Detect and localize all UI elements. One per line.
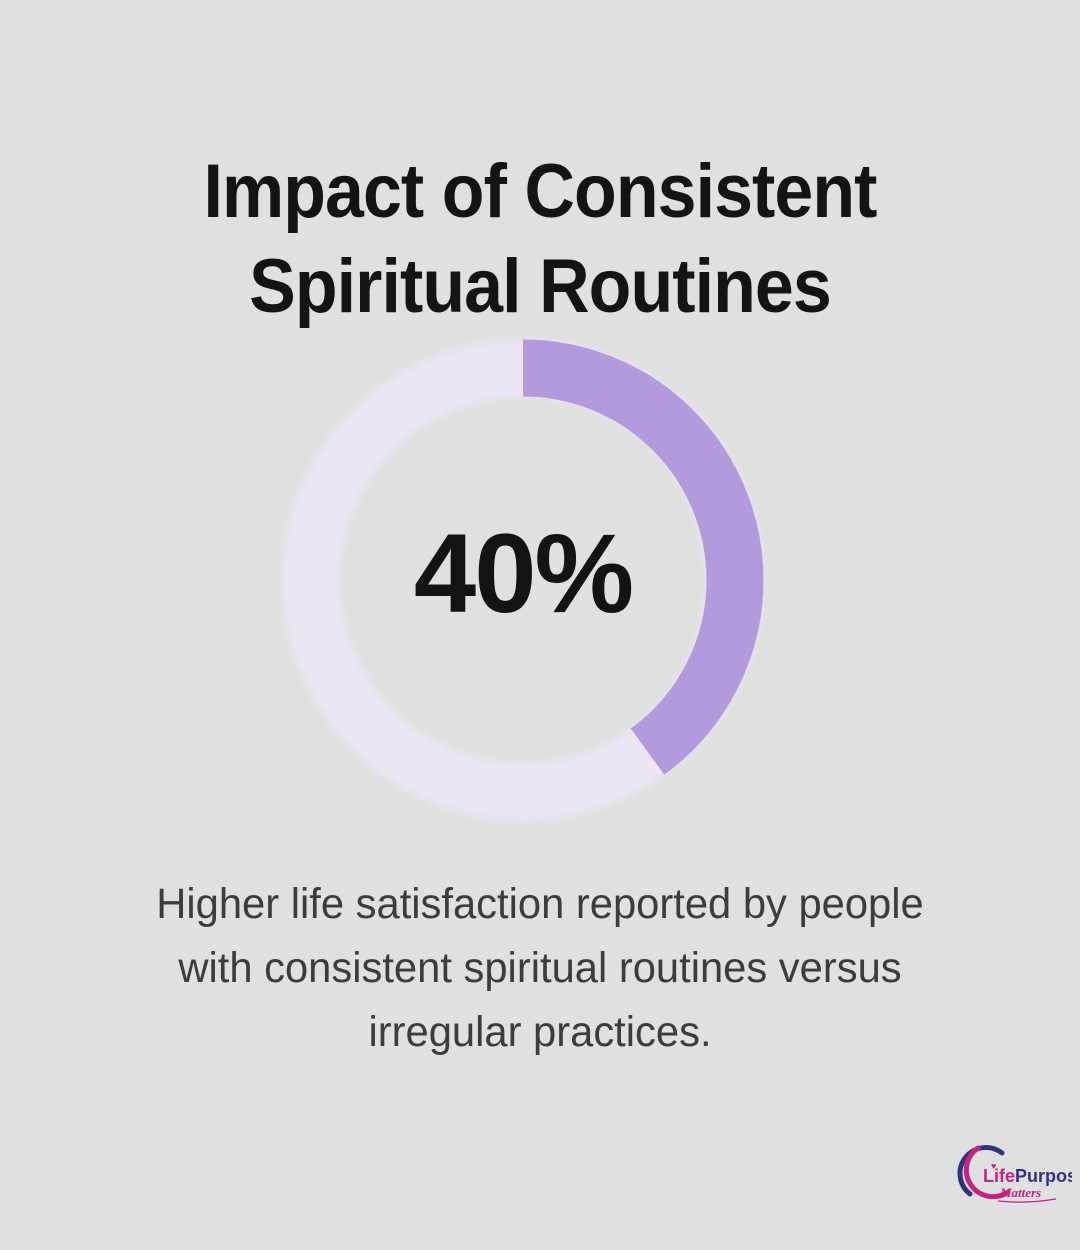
description-line-3: irregular practices. — [368, 1008, 712, 1056]
logo-navy-crescent-icon — [957, 1145, 1005, 1197]
brand-logo-svg: ♥ LifePurpose Matters — [957, 1145, 1072, 1203]
page-title-line-1: Impact of Consistent — [203, 148, 877, 234]
page-title-line-2: Spiritual Routines — [249, 243, 832, 329]
donut-svg — [282, 339, 764, 821]
logo-word-purpose: Purpose — [1015, 1166, 1072, 1186]
brand-logo: ♥ LifePurpose Matters — [956, 1140, 1072, 1212]
description-line-1: Higher life satisfaction reported by peo… — [156, 880, 924, 928]
description-text: Higher life satisfaction reported by peo… — [16, 872, 1064, 1064]
logo-wordmark: LifePurpose — [983, 1166, 1072, 1186]
description-line-2: with consistent spiritual routines versu… — [178, 944, 902, 992]
logo-matters-underline — [997, 1198, 1057, 1203]
logo-word-life: Life — [983, 1166, 1015, 1186]
donut-percent-label: 40% — [413, 510, 634, 636]
page-title: Impact of Consistent Spiritual Routines — [43, 144, 1037, 334]
donut-arc — [282, 339, 764, 821]
logo-heart-icon: ♥ — [991, 1161, 996, 1171]
donut-chart: 40% — [273, 330, 773, 830]
logo-word-matters: Matters — [999, 1185, 1041, 1200]
logo-pink-crescent-icon — [963, 1145, 1011, 1200]
